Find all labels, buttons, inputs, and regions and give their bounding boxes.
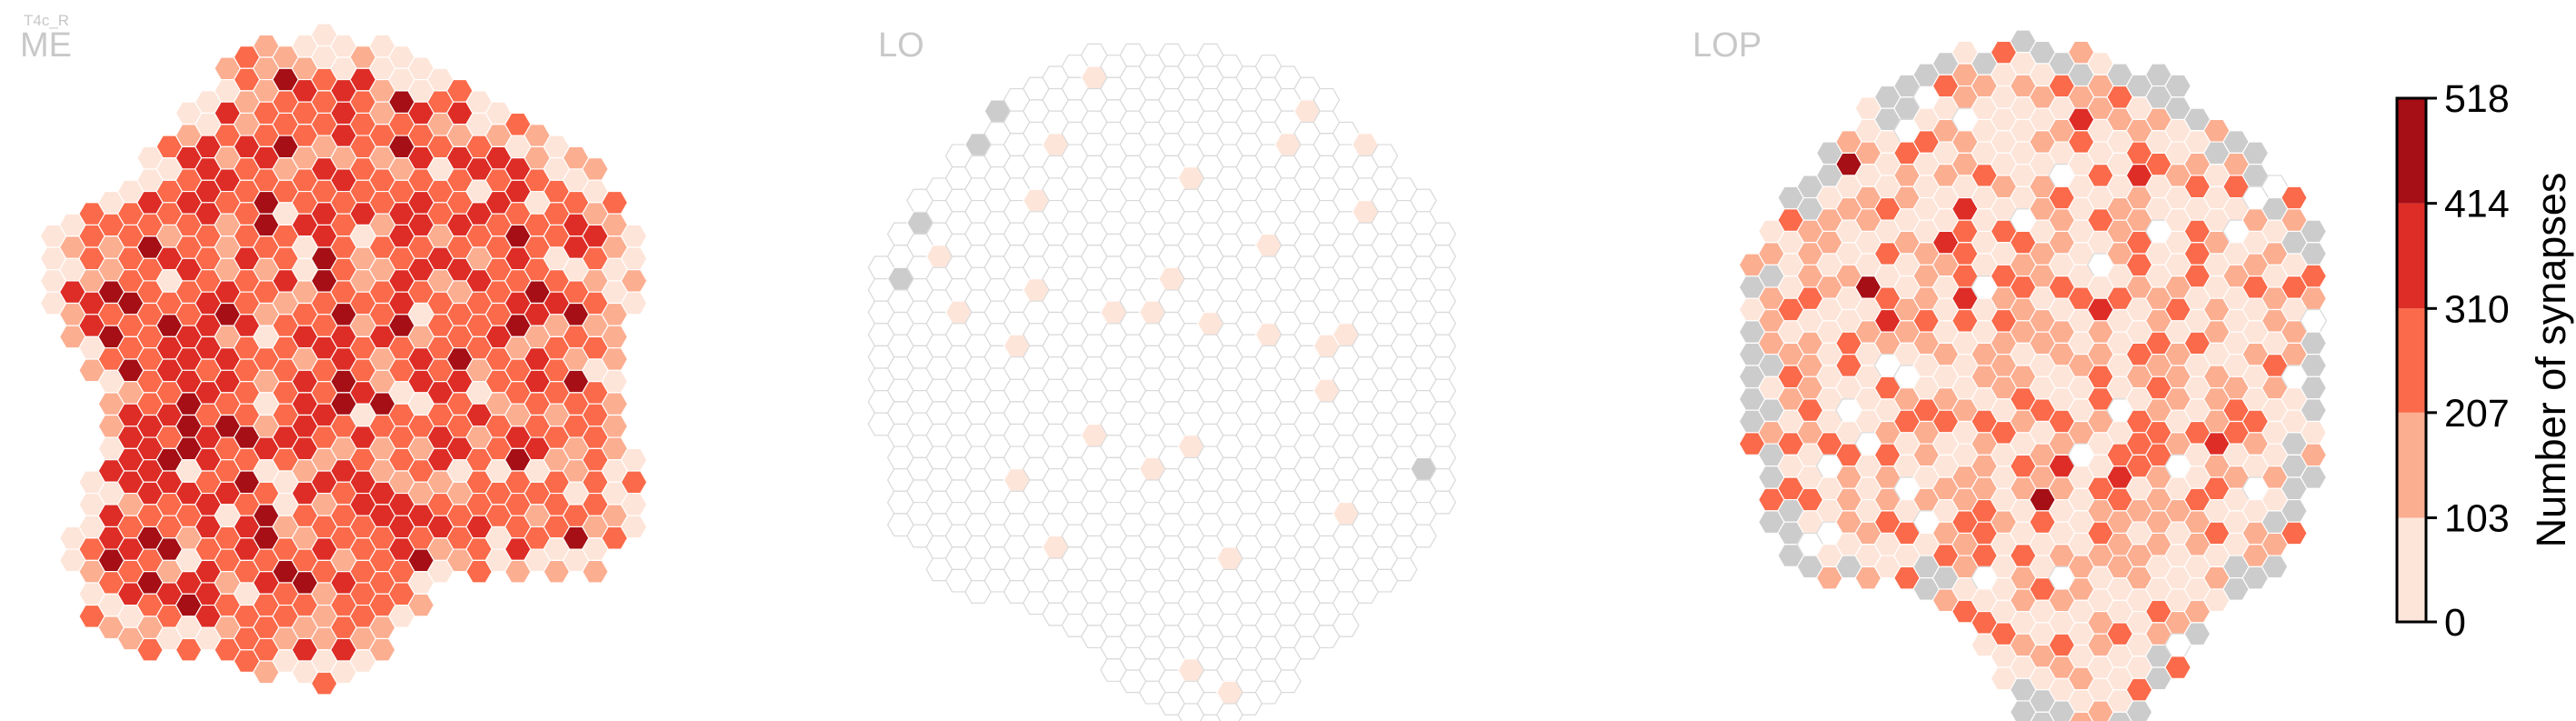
colorbar-bin-5 <box>2397 98 2426 204</box>
hex-cell-empty <box>1429 490 1457 515</box>
colorbar-tick-label: 518 <box>2444 77 2510 121</box>
colorbar-tick-label: 207 <box>2444 392 2510 436</box>
colorbar-bin-4 <box>2397 203 2426 309</box>
hex-cell-bin-3 <box>2164 656 2192 679</box>
colorbar: 0 103 207 310 414 518 Number of synapses <box>2395 77 2574 645</box>
hex-cell-bin-2 <box>368 637 396 662</box>
panel-title-lo: LO <box>878 26 924 65</box>
hex-cell-empty <box>1390 557 1418 582</box>
hex-cell-bin-2 <box>407 593 435 617</box>
colorbar-tick-label: 103 <box>2444 496 2510 540</box>
hex-cell-empty <box>1410 524 1437 548</box>
hex-cell-missing <box>2261 555 2289 579</box>
panel-lop: LOP <box>1692 26 2328 721</box>
colorbar-tick-label: 310 <box>2444 287 2510 331</box>
hex-cell-empty <box>1273 669 1302 694</box>
hex-cell-bin-3 <box>2281 521 2308 546</box>
colorbar-bin-3 <box>2397 308 2426 413</box>
panel-title-me: ME <box>20 26 72 65</box>
hex-grid-lop <box>1738 29 2328 721</box>
panel-me: T4c_R ME <box>20 12 648 696</box>
colorbar-bin-1 <box>2397 517 2426 622</box>
colorbar-bins <box>2397 98 2426 622</box>
cell-type-label: T4c_R <box>24 12 69 29</box>
colorbar-frame <box>2395 96 2428 624</box>
hex-cell-empty <box>1332 613 1360 637</box>
hex-cell-missing <box>2183 622 2212 646</box>
hex-cell-bin-1 <box>620 291 648 315</box>
colorbar-ticks: 0 103 207 310 414 518 <box>2426 77 2510 645</box>
hex-cell-bin-1 <box>620 515 648 539</box>
colorbar-bin-2 <box>2397 412 2426 518</box>
colorbar-tick-label: 0 <box>2444 601 2466 645</box>
hex-grid-me <box>39 23 648 696</box>
panel-title-lop: LOP <box>1692 26 1762 65</box>
hex-cell-missing <box>2125 700 2153 721</box>
colorbar-tick-label: 414 <box>2444 183 2510 226</box>
panel-lo: LO <box>867 26 1457 721</box>
hex-cell-bin-2 <box>582 559 609 584</box>
hex-grid-lo <box>867 43 1457 721</box>
hex-cell-missing <box>2300 466 2328 489</box>
colorbar-title: Number of synapses <box>2528 173 2574 548</box>
